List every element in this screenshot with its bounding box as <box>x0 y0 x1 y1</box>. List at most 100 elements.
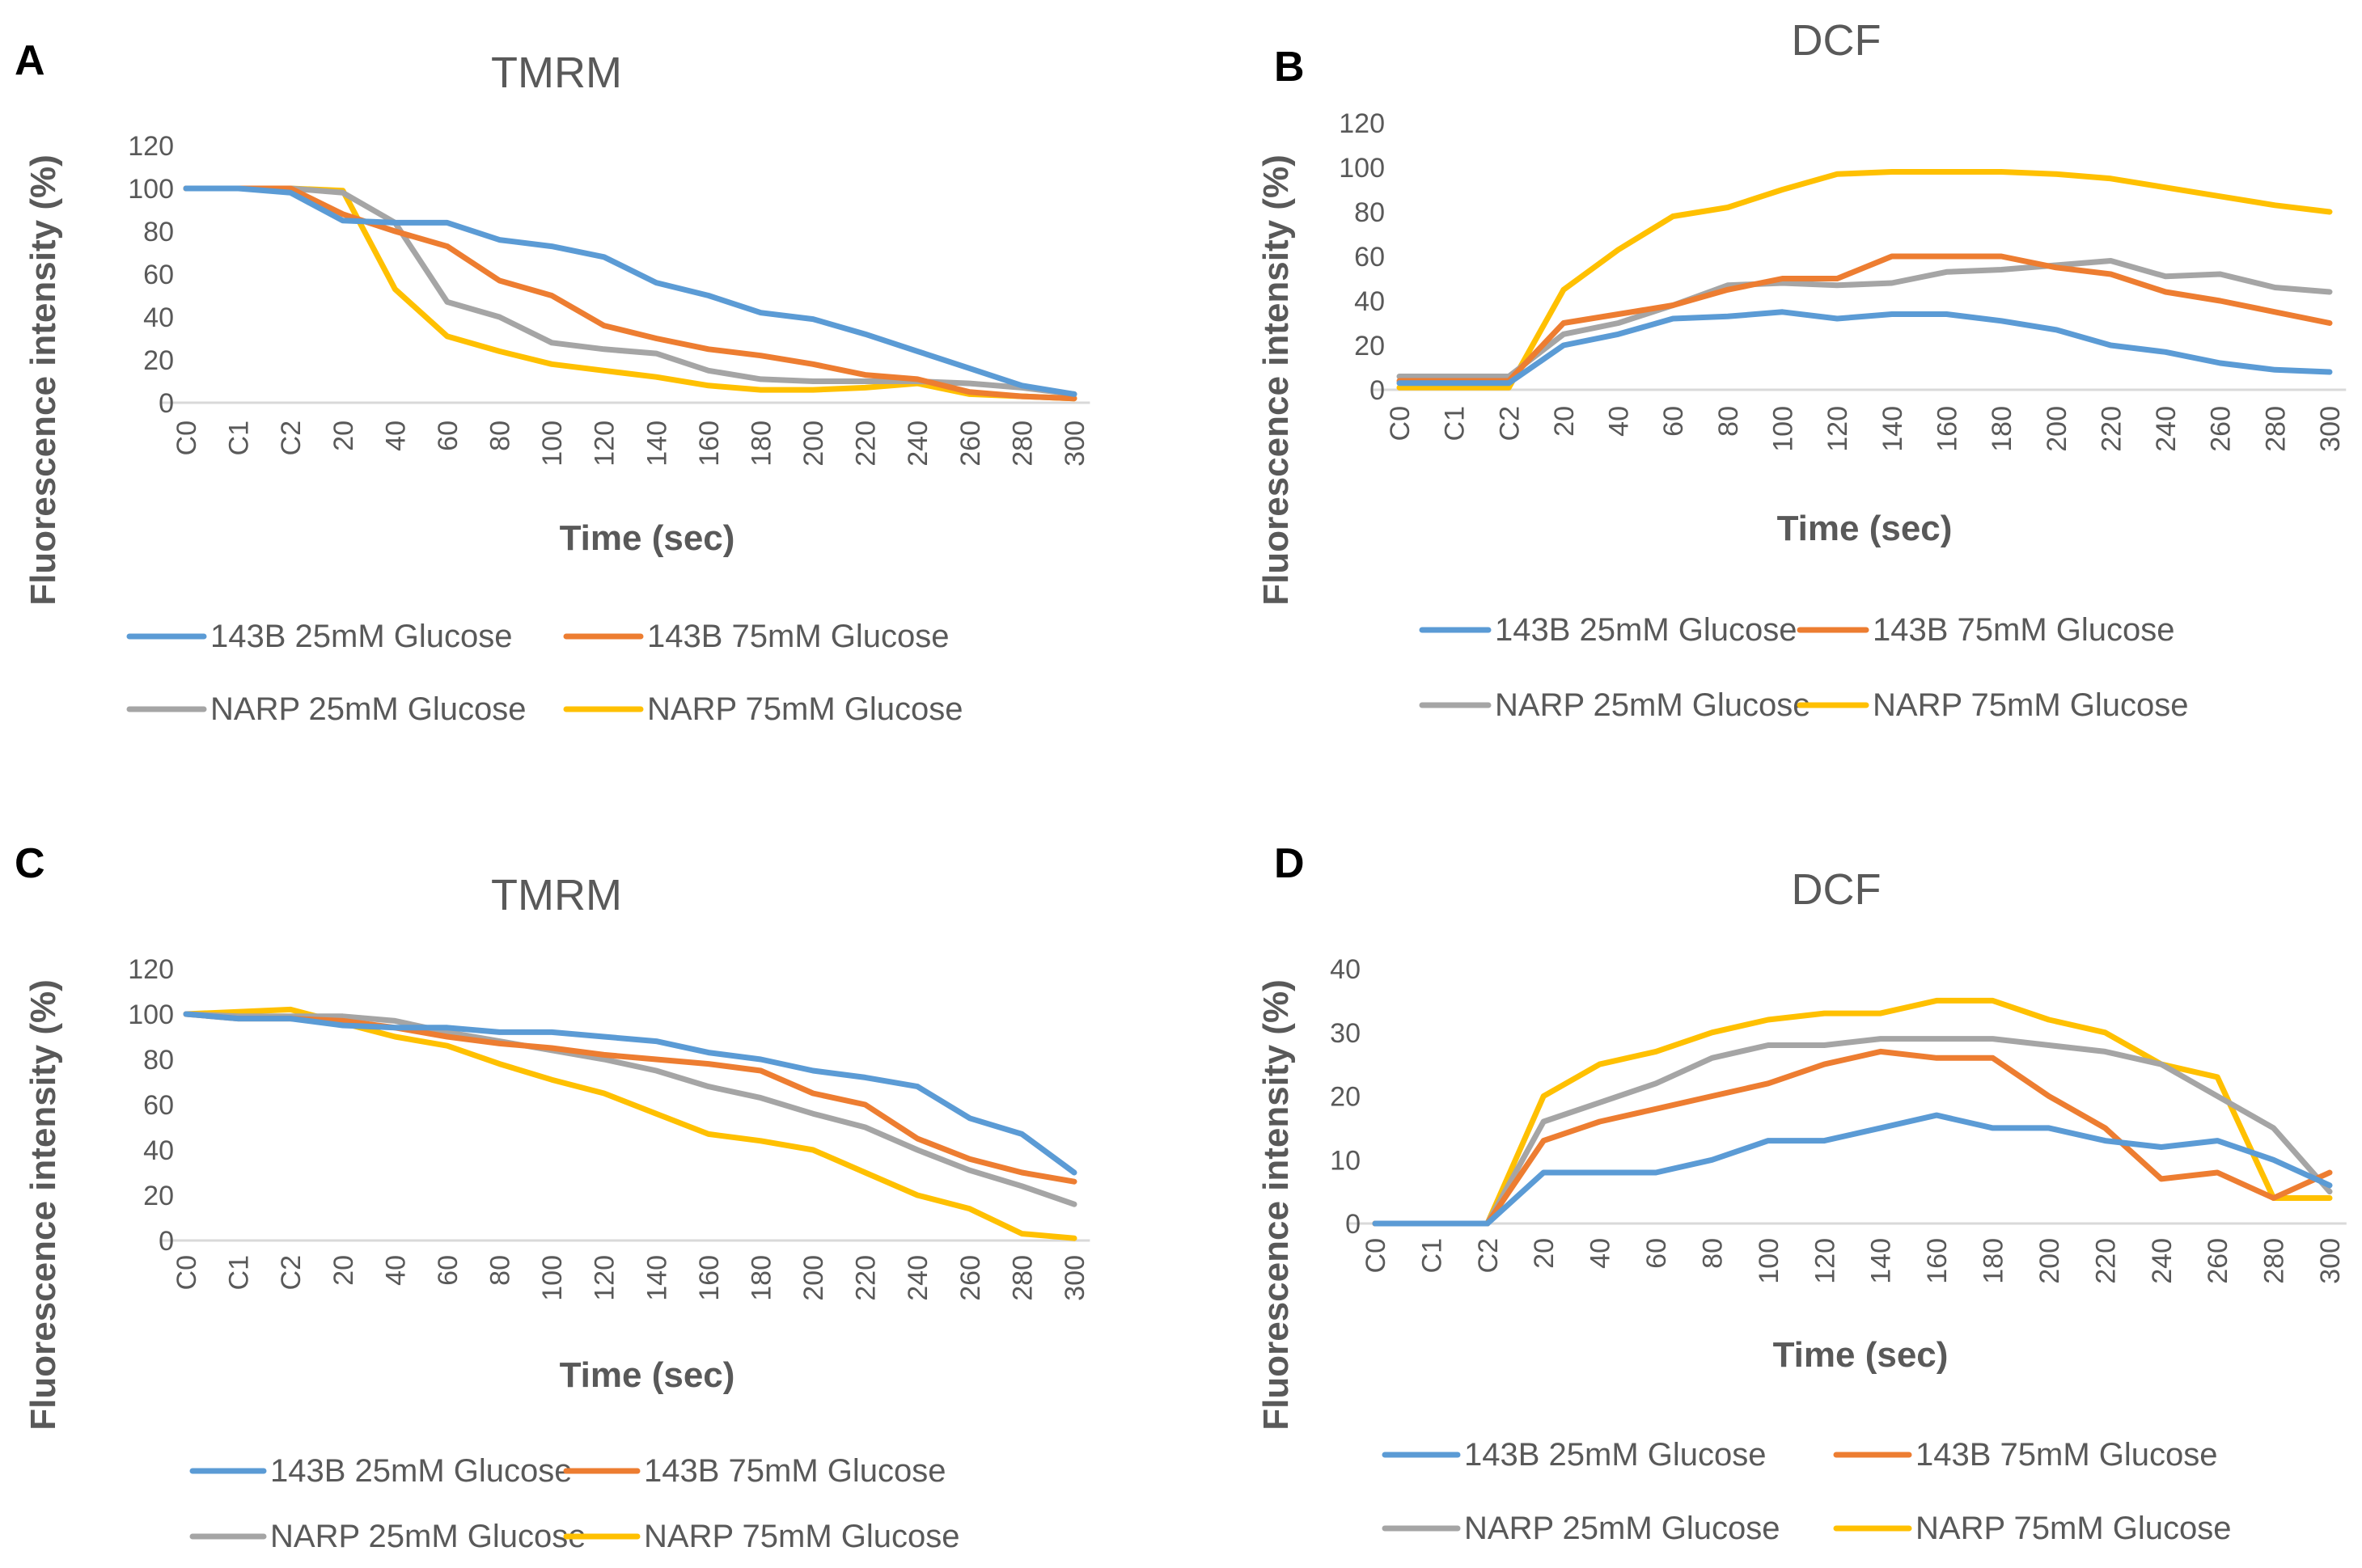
x-axis-title: Time (sec) <box>1773 1335 1949 1375</box>
panel-letter: A <box>15 37 45 84</box>
x-tick-label: 120 <box>1822 406 1853 452</box>
x-tick-label: C2 <box>1494 406 1525 441</box>
x-tick-label: 240 <box>2151 406 2182 452</box>
x-tick-label: 60 <box>433 1255 464 1286</box>
y-tick-label: 20 <box>1330 1082 1361 1113</box>
y-tick-label: 20 <box>143 345 174 376</box>
y-tick-label: 40 <box>143 1135 174 1166</box>
legend-label: NARP 75mM Glucose <box>1873 687 2189 723</box>
chart-panel-d: D DCF 0 10 20 30 40 C0 C1 C2 20 40 60 80 100 120 140 160 1… <box>1256 840 2347 1546</box>
y-axis-title: Fluorescence intensity (%) <box>23 154 63 605</box>
x-tick-label: 180 <box>746 1255 777 1301</box>
x-tick-label: 300 <box>2315 1238 2346 1284</box>
panel-letter: D <box>1274 840 1305 887</box>
x-tick-label: 120 <box>1810 1238 1840 1284</box>
x-tick-label: 40 <box>380 1255 411 1286</box>
legend-label: NARP 25mM Glucose <box>1464 1511 1780 1546</box>
chart-title: TMRM <box>491 871 622 919</box>
y-tick-label: 10 <box>1330 1145 1361 1176</box>
panel-letter: B <box>1274 44 1305 91</box>
legend-label: NARP 75mM Glucose <box>647 691 963 727</box>
x-tick-label: 280 <box>2260 406 2291 452</box>
x-tick-label: 80 <box>485 1255 516 1286</box>
x-tick-label: 40 <box>380 421 411 451</box>
x-tick-label: 140 <box>1877 406 1908 452</box>
series-line-3 <box>1372 1036 2333 1227</box>
x-tick-label: 80 <box>485 421 516 451</box>
x-tick-label: 100 <box>537 1255 568 1301</box>
x-axis-title: Time (sec) <box>1777 509 1953 548</box>
x-tick-label: 280 <box>1007 1255 1038 1301</box>
series-line-4 <box>1396 169 2333 391</box>
y-tick-label: 60 <box>1354 242 1385 273</box>
x-tick-label: 160 <box>694 421 725 467</box>
x-tick-label: 40 <box>1585 1238 1616 1269</box>
x-tick-label: 220 <box>851 1255 882 1301</box>
legend-label: NARP 25mM Glucose <box>1495 687 1811 723</box>
x-tick-label: C1 <box>1416 1238 1447 1273</box>
x-tick-label: 240 <box>903 1255 933 1301</box>
x-tick-label: 100 <box>537 421 568 467</box>
x-tick-label: 220 <box>2096 406 2127 452</box>
x-tick-label: 160 <box>694 1255 725 1301</box>
series-line-2 <box>1372 1048 2333 1227</box>
x-tick-label: C1 <box>1440 406 1471 441</box>
x-tick-label: C2 <box>276 1255 307 1290</box>
y-tick-label: 120 <box>128 131 174 162</box>
x-tick-label: 20 <box>328 1255 359 1286</box>
x-tick-label: C2 <box>276 421 307 455</box>
x-tick-label: 160 <box>1932 406 1962 452</box>
x-tick-label: 20 <box>1529 1238 1560 1269</box>
x-tick-label: 260 <box>955 421 986 467</box>
series-line-2 <box>183 185 1077 402</box>
legend-label: NARP 25mM Glucose <box>210 691 527 727</box>
x-axis-title: Time (sec) <box>560 518 735 558</box>
x-tick-label: 260 <box>955 1255 986 1301</box>
y-tick-label: 30 <box>1330 1018 1361 1049</box>
x-tick-label: 200 <box>2042 406 2072 452</box>
legend-label: NARP 75mM Glucose <box>644 1519 960 1554</box>
y-tick-label: 40 <box>1330 954 1361 985</box>
series-line-1 <box>1396 309 2333 387</box>
x-tick-label: 100 <box>1768 406 1799 452</box>
chart-panel-a: A TMRM 0 20 40 60 80 100 120 C0 C1 C2 20 40 60 80 100 120… <box>15 37 1090 727</box>
y-tick-label: 0 <box>159 1226 174 1257</box>
x-tick-label: 260 <box>2206 406 2237 452</box>
x-tick-label: 60 <box>433 421 464 451</box>
series-line-1 <box>183 185 1077 397</box>
y-tick-label: 0 <box>1345 1209 1361 1240</box>
legend-label: 143B 25mM Glucose <box>210 619 513 654</box>
x-tick-label: 240 <box>903 421 933 467</box>
x-tick-label: 80 <box>1713 406 1744 437</box>
legend-label: 143B 75mM Glucose <box>1873 612 2175 648</box>
series-line-3 <box>183 1011 1077 1207</box>
y-axis-title: Fluorescence intensity (%) <box>1256 154 1296 605</box>
x-tick-label: 80 <box>1697 1238 1728 1269</box>
y-tick-label: 80 <box>143 217 174 247</box>
y-tick-label: 40 <box>1354 286 1385 317</box>
x-tick-label: 160 <box>1922 1238 1953 1284</box>
legend-label: 143B 75mM Glucose <box>1915 1437 2218 1473</box>
chart-title: TMRM <box>491 49 622 97</box>
legend-label: 143B 25mM Glucose <box>270 1453 573 1489</box>
x-tick-label: 140 <box>641 1255 672 1301</box>
chart-panel-b: B DCF 0 20 40 60 80 100 120 C0 C1 C2 20 40 60 80 100 120 1… <box>1256 16 2347 723</box>
y-tick-label: 120 <box>128 954 174 985</box>
x-tick-label: C1 <box>224 1255 255 1290</box>
x-tick-label: 180 <box>1979 1238 2009 1284</box>
series-line-2 <box>183 1011 1077 1185</box>
x-tick-label: 300 <box>2315 406 2346 452</box>
x-tick-label: 200 <box>798 1255 829 1301</box>
x-tick-label: C0 <box>171 421 202 455</box>
x-tick-label: C0 <box>1385 406 1416 441</box>
series-line-2 <box>1396 253 2333 384</box>
series-line-1 <box>1372 1112 2333 1227</box>
y-tick-label: 60 <box>143 1090 174 1121</box>
x-tick-label: 240 <box>2147 1238 2178 1284</box>
y-tick-label: 100 <box>128 1000 174 1030</box>
legend-label: 143B 75mM Glucose <box>644 1453 946 1489</box>
x-tick-label: 100 <box>1754 1238 1784 1284</box>
x-tick-label: 140 <box>1866 1238 1897 1284</box>
